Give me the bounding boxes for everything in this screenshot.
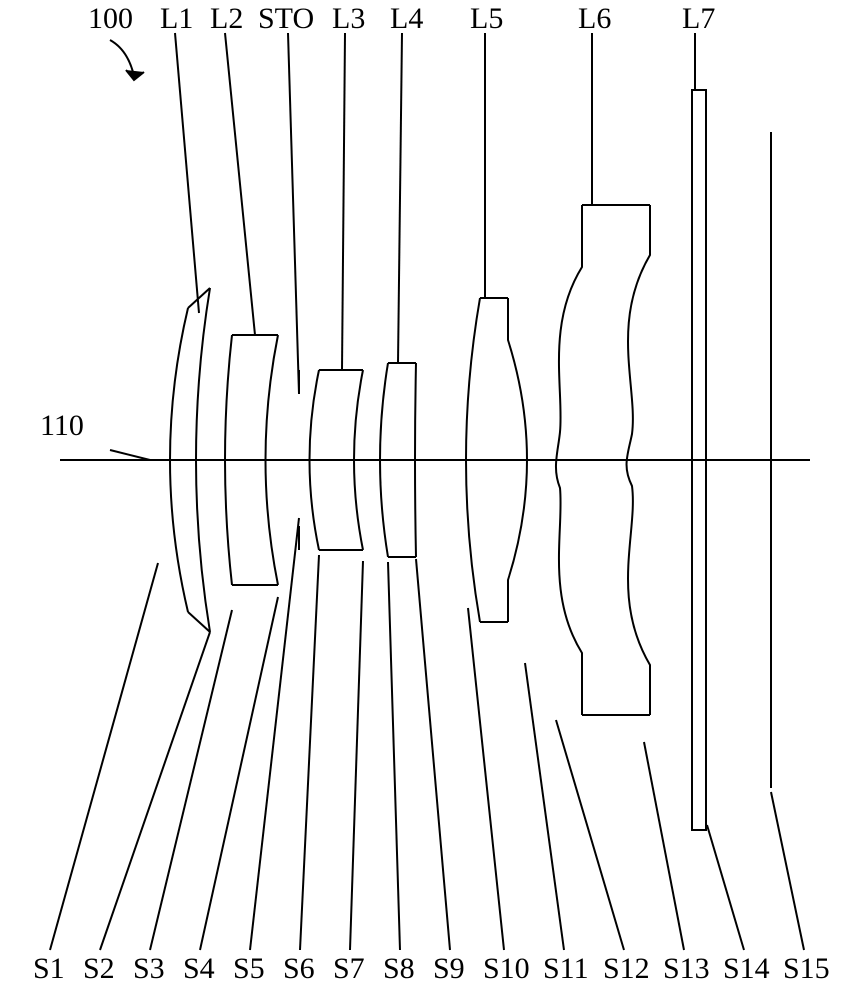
bottom-leader [150,610,232,950]
svg-text:S7: S7 [333,952,365,985]
arrowhead-100 [126,70,144,80]
svg-text:S13: S13 [663,952,710,985]
svg-text:S5: S5 [233,952,265,985]
svg-text:S12: S12 [603,952,650,985]
svg-text:S3: S3 [133,952,165,985]
svg-text:L3: L3 [332,2,365,35]
svg-text:110: 110 [40,409,84,442]
svg-text:L7: L7 [682,2,715,35]
svg-text:S1: S1 [33,952,65,985]
top-leader [342,33,345,370]
top-leader [225,33,255,335]
svg-text:S8: S8 [383,952,415,985]
leader-110 [110,450,150,460]
svg-text:L2: L2 [210,2,243,35]
bottom-leader [468,608,504,950]
svg-text:S11: S11 [543,952,589,985]
svg-text:L4: L4 [390,2,423,35]
svg-text:S9: S9 [433,952,465,985]
bottom-leader [707,825,744,950]
svg-text:S14: S14 [723,952,770,985]
svg-text:100: 100 [88,2,133,35]
bottom-leader [556,720,624,950]
surface-s9 [415,363,416,557]
svg-text:S6: S6 [283,952,315,985]
bottom-leader [525,663,564,950]
optical-lens-diagram: 110 100 L1 L2 STO L3 L4 L5 L6 L7 S1 S2 S3 S4 S5 S6 S7 S8 S… [0,0,858,1000]
svg-text:S15: S15 [783,952,830,985]
top-leader [398,33,402,363]
bottom-leader [644,742,684,950]
bottom-leader [250,518,299,950]
bottom-leader [350,561,363,950]
bottom-leader [50,563,158,950]
svg-text:L1: L1 [160,2,193,35]
svg-text:STO: STO [258,2,314,35]
top-leader [288,33,299,394]
svg-text:S4: S4 [183,952,215,985]
bottom-leader [300,555,319,950]
svg-text:S10: S10 [483,952,530,985]
bottom-leader [100,632,210,950]
bottom-leader [388,562,400,950]
bottom-leader [200,597,278,950]
top-leader [175,33,199,313]
svg-text:L5: L5 [470,2,503,35]
svg-text:S2: S2 [83,952,115,985]
svg-text:L6: L6 [578,2,611,35]
bottom-leader [771,792,804,950]
bottom-leader [416,559,450,950]
